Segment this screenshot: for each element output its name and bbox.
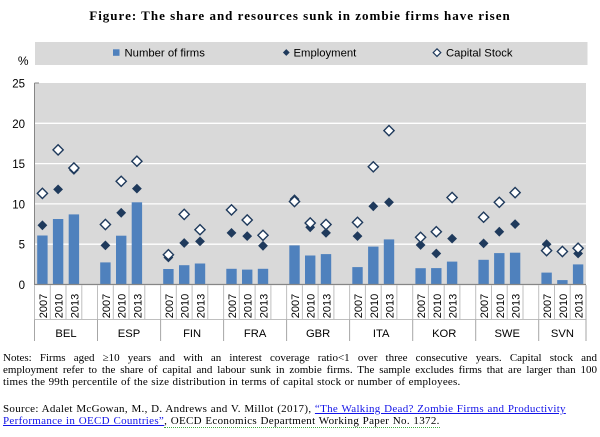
svg-text:2010: 2010 [54,294,66,318]
svg-text:10: 10 [12,199,25,211]
svg-text:GBR: GBR [306,328,330,340]
svg-text:ITA: ITA [373,328,390,340]
svg-text:Number of firms: Number of firms [125,48,206,60]
svg-text:2010: 2010 [180,294,192,318]
svg-text:FIN: FIN [183,328,201,340]
svg-text:2010: 2010 [306,294,318,318]
svg-text:2013: 2013 [132,294,144,318]
svg-text:0: 0 [19,280,25,292]
svg-text:SVN: SVN [551,328,574,340]
svg-text:FRA: FRA [244,328,267,340]
svg-text:2013: 2013 [448,294,460,318]
svg-text:2007: 2007 [542,294,554,318]
svg-text:2007: 2007 [416,294,428,318]
svg-text:2007: 2007 [38,294,50,318]
svg-text:2007: 2007 [353,294,365,318]
svg-text:ESP: ESP [118,328,140,340]
svg-text:2007: 2007 [290,294,302,318]
svg-text:Capital Stock: Capital Stock [446,48,513,60]
svg-text:BEL: BEL [55,328,76,340]
svg-text:2013: 2013 [385,294,397,318]
svg-text:2010: 2010 [369,294,381,318]
svg-text:Employment: Employment [294,48,358,60]
svg-text:2007: 2007 [101,294,113,318]
svg-text:2013: 2013 [574,294,586,318]
svg-text:2007: 2007 [164,294,176,318]
svg-text:2010: 2010 [558,294,570,318]
svg-text:2010: 2010 [117,294,129,318]
svg-text:2013: 2013 [69,294,81,318]
svg-text:25: 25 [12,79,25,91]
svg-text:%: % [18,54,29,68]
svg-text:15: 15 [12,159,25,171]
svg-text:2013: 2013 [322,294,334,318]
svg-text:2010: 2010 [243,294,255,318]
svg-text:2010: 2010 [432,294,444,318]
svg-text:2013: 2013 [196,294,208,318]
svg-text:5: 5 [19,240,25,252]
svg-text:2007: 2007 [479,294,491,318]
svg-text:2007: 2007 [227,294,239,318]
svg-text:2010: 2010 [495,294,507,318]
svg-text:2013: 2013 [511,294,523,318]
svg-text:20: 20 [12,119,25,131]
svg-text:2013: 2013 [259,294,271,318]
svg-text:KOR: KOR [432,328,456,340]
svg-text:SWE: SWE [494,328,519,340]
